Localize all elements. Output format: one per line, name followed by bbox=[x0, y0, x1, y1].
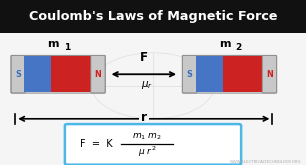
Text: F: F bbox=[140, 50, 148, 64]
Bar bbox=[24, 56, 51, 92]
FancyBboxPatch shape bbox=[262, 55, 277, 93]
Text: $\mathbf{2}$: $\mathbf{2}$ bbox=[235, 41, 243, 52]
FancyBboxPatch shape bbox=[11, 55, 25, 93]
Text: WWW.ELECTRICALTECHNOLOGY.ORG: WWW.ELECTRICALTECHNOLOGY.ORG bbox=[230, 160, 301, 164]
Text: S: S bbox=[187, 70, 192, 79]
Text: F  =  K: F = K bbox=[80, 139, 112, 149]
Text: $\mu_r$: $\mu_r$ bbox=[141, 79, 153, 91]
Text: $\mathbf{m}$: $\mathbf{m}$ bbox=[47, 39, 60, 49]
Text: $\mathbf{1}$: $\mathbf{1}$ bbox=[64, 41, 71, 52]
Text: Coulomb's Laws of Magnetic Force: Coulomb's Laws of Magnetic Force bbox=[29, 10, 277, 23]
Bar bbox=[0, 0, 306, 33]
Text: r: r bbox=[141, 112, 147, 124]
Bar bbox=[196, 56, 223, 92]
Bar bbox=[51, 56, 92, 92]
Text: $\mu\ r^2$: $\mu\ r^2$ bbox=[138, 145, 156, 159]
FancyBboxPatch shape bbox=[182, 55, 197, 93]
Text: $m_1\ m_2$: $m_1\ m_2$ bbox=[132, 132, 162, 142]
Text: $\mathbf{m}$: $\mathbf{m}$ bbox=[218, 39, 231, 49]
Text: N: N bbox=[95, 70, 102, 79]
Text: N: N bbox=[266, 70, 273, 79]
Text: S: S bbox=[15, 70, 21, 79]
Bar bbox=[223, 56, 263, 92]
FancyBboxPatch shape bbox=[91, 55, 105, 93]
FancyBboxPatch shape bbox=[65, 124, 241, 165]
